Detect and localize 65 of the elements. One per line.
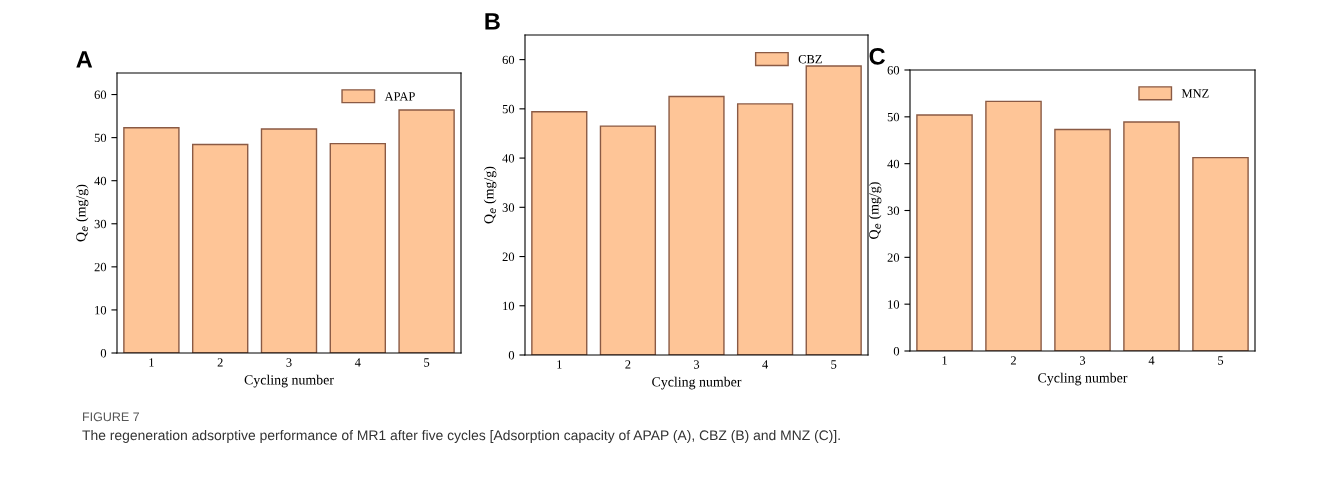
y-tick-label: 60 bbox=[502, 55, 515, 65]
bar bbox=[398, 109, 455, 353]
y-tick-label: 50 bbox=[887, 112, 900, 122]
y-tick-label: 40 bbox=[502, 154, 515, 163]
chart-title: C bbox=[869, 47, 886, 65]
y-tick-label: 50 bbox=[502, 104, 515, 114]
chart-title: A bbox=[76, 51, 93, 68]
chart-title: B bbox=[485, 13, 500, 30]
y-axis-title: Q$_{e}$ (mg/g) bbox=[483, 166, 497, 224]
y-tick-label: 30 bbox=[502, 203, 515, 212]
x-tick-label: 2 bbox=[217, 358, 223, 367]
bar bbox=[599, 125, 657, 355]
y-tick-label: 40 bbox=[94, 176, 107, 186]
y-tick-label: 10 bbox=[503, 301, 515, 311]
y-tick-label: 0 bbox=[100, 349, 107, 358]
bar bbox=[1054, 128, 1111, 351]
y-tick-label: 20 bbox=[502, 252, 515, 261]
x-tick-label: 3 bbox=[286, 358, 292, 367]
y-tick-label: 20 bbox=[887, 253, 900, 262]
bar bbox=[191, 143, 249, 353]
legend-label: APAP bbox=[384, 92, 415, 101]
y-axis-title: Q$_{e}$ (mg/g) bbox=[75, 184, 89, 242]
x-tick-label: 2 bbox=[1010, 356, 1016, 365]
x-tick-label: 3 bbox=[693, 360, 700, 369]
x-axis-title: Cycling number bbox=[244, 374, 334, 388]
legend-label: CBZ bbox=[798, 55, 822, 64]
y-tick-label: 0 bbox=[893, 347, 900, 356]
y-tick-label: 10 bbox=[95, 305, 107, 315]
y-tick-label: 60 bbox=[887, 66, 900, 75]
x-tick-label: 1 bbox=[557, 360, 562, 369]
bar bbox=[123, 127, 180, 353]
x-axis-title: Cycling number bbox=[652, 376, 742, 390]
y-tick-label: 60 bbox=[94, 90, 107, 99]
bar bbox=[1123, 121, 1180, 351]
x-tick-label: 4 bbox=[762, 360, 769, 369]
y-tick-label: 30 bbox=[94, 219, 107, 229]
y-tick-label: 50 bbox=[94, 133, 107, 143]
text: The regeneration adsorptive performance of MR1 after five cycles [Adsorption capacity of APAP (A), CBZ (B) and MNZ (C)]. bbox=[82, 430, 840, 443]
x-tick-label: 5 bbox=[424, 358, 430, 367]
bar bbox=[260, 128, 318, 353]
y-tick-label: 40 bbox=[887, 159, 900, 169]
x-tick-label: 5 bbox=[1218, 356, 1224, 365]
y-tick-label: 0 bbox=[508, 351, 515, 360]
bar bbox=[985, 100, 1042, 351]
bar bbox=[736, 103, 794, 355]
x-axis-title: Cycling number bbox=[1038, 372, 1128, 386]
bar bbox=[668, 95, 725, 355]
y-tick-label: 20 bbox=[94, 262, 107, 272]
y-axis-title: Q$_{e}$ (mg/g) bbox=[868, 182, 882, 239]
bar bbox=[531, 111, 588, 355]
x-tick-label: 4 bbox=[1148, 356, 1155, 365]
x-tick-label: 4 bbox=[354, 358, 361, 367]
bar bbox=[329, 142, 387, 353]
legend-label: MNZ bbox=[1181, 89, 1209, 98]
bar bbox=[916, 114, 973, 351]
caption: FIGURE 7 bbox=[83, 412, 140, 422]
bar bbox=[805, 65, 862, 355]
y-tick-label: 30 bbox=[887, 206, 900, 215]
y-tick-label: 10 bbox=[888, 300, 900, 309]
x-tick-label: 3 bbox=[1079, 356, 1086, 365]
x-tick-label: 1 bbox=[942, 356, 947, 365]
bar bbox=[1192, 156, 1249, 351]
x-tick-label: 5 bbox=[831, 360, 837, 369]
x-tick-label: 2 bbox=[625, 360, 631, 369]
x-tick-label: 1 bbox=[149, 358, 154, 367]
